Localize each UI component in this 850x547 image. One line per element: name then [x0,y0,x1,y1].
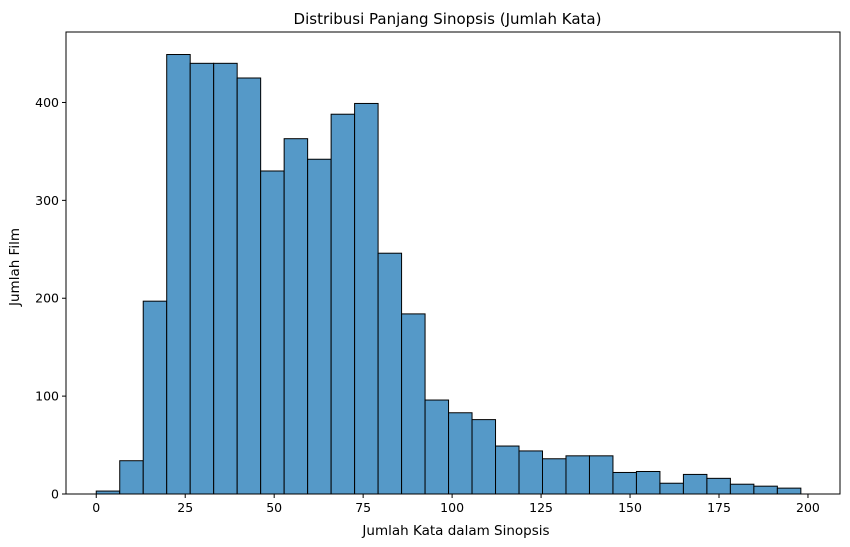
y-tick-label: 0 [51,487,59,502]
plot-frame [65,31,841,495]
y-tick-label: 200 [35,291,59,306]
histogram-bar [518,450,543,495]
x-tick-label: 125 [529,500,553,515]
histogram-bar [565,455,590,495]
x-axis: 0 25 50 75 100 125 150 175 200 [92,494,820,515]
histogram-bar [354,102,379,495]
histogram-bar [471,419,497,495]
histogram-bar [635,470,661,495]
x-tick-label: 150 [618,500,642,515]
x-axis-title: Jumlah Kata dalam Sinopsis [361,523,549,539]
x-tick-label: 0 [92,500,100,515]
y-tick-label: 300 [35,193,59,208]
histogram-bar [682,473,708,495]
histogram-bar [377,252,403,495]
x-tick-label: 100 [440,500,464,515]
chart-title: Distribusi Panjang Sinopsis (Jumlah Kata… [294,10,602,28]
histogram-bar [588,455,614,495]
histogram-bar [753,485,778,495]
y-axis-title: Jumlah Film [7,228,23,307]
histogram-bar [541,458,567,495]
histogram-bar [330,113,356,495]
x-tick-label: 200 [796,500,820,515]
y-tick-label: 400 [35,95,59,110]
bars-group [95,54,802,495]
histogram-bar [189,62,215,495]
y-axis: 0 100 200 300 400 [35,95,66,502]
histogram-bar [236,77,262,495]
y-tick-label: 100 [35,389,59,404]
x-tick-label: 25 [177,500,193,515]
histogram-bar [659,482,684,495]
histogram-bar [283,138,309,495]
histogram-bar [706,477,731,495]
histogram-bar [401,313,426,495]
histogram-bar [729,483,755,495]
x-tick-label: 75 [355,500,371,515]
histogram-bar [776,487,802,495]
histogram-bar [448,412,473,495]
histogram-bar [142,300,168,495]
histogram-bar [495,445,520,495]
x-tick-label: 50 [266,500,282,515]
histogram-bar [424,399,450,495]
histogram-bar [307,158,332,495]
histogram-bar [612,471,637,495]
histogram-bar [260,170,285,495]
x-tick-label: 175 [707,500,731,515]
histogram-bar [166,54,191,495]
histogram-bar [213,62,238,495]
histogram-bar [119,460,144,495]
